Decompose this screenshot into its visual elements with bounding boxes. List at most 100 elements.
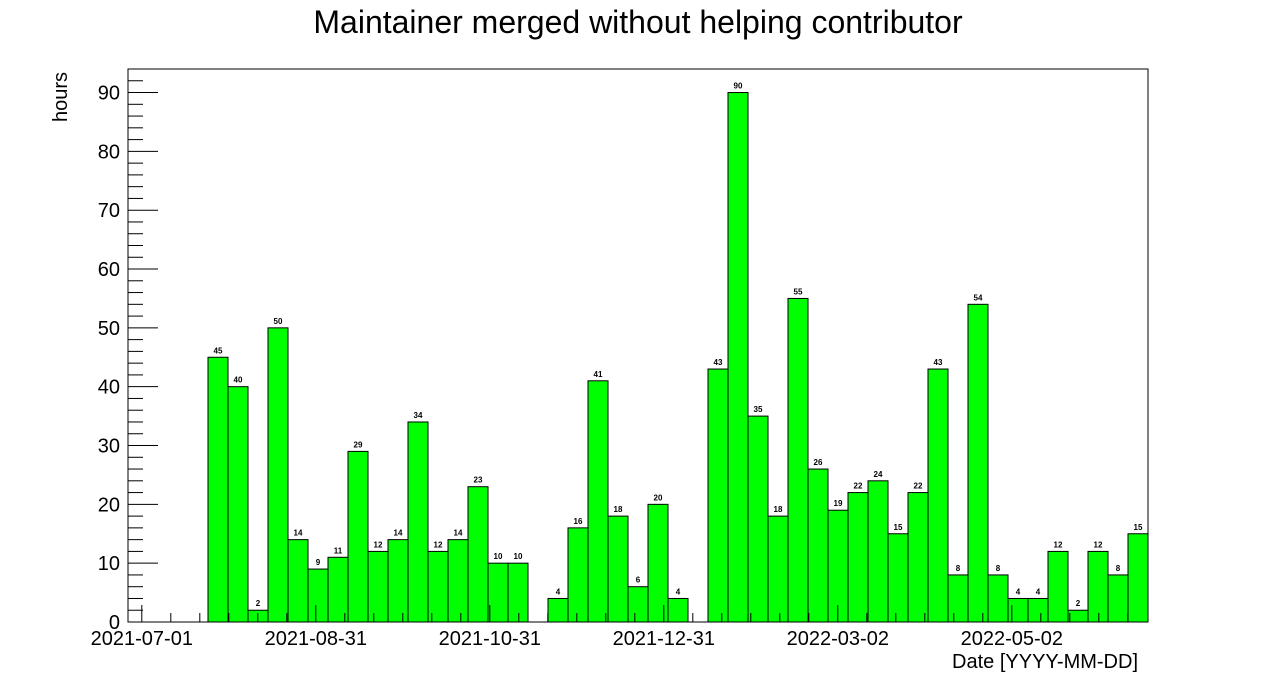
y-tick-label: 60 [98, 259, 120, 281]
bar [927, 368, 949, 623]
bar [847, 492, 869, 623]
y-tick-label: 70 [98, 200, 120, 222]
bar [327, 556, 349, 623]
x-tick-label: 2022-03-02 [787, 628, 889, 650]
bar [627, 586, 649, 623]
bar-value-label: 12 [434, 540, 443, 549]
bar-value-label: 2 [256, 599, 261, 608]
y-tick-label: 50 [98, 318, 120, 340]
bar [547, 597, 569, 623]
bar [287, 539, 309, 623]
bar [947, 574, 969, 623]
x-tick-label: 2022-05-02 [961, 628, 1063, 650]
bar-value-label: 54 [974, 293, 983, 302]
bar-value-label: 23 [474, 476, 483, 485]
bar [987, 574, 1009, 623]
bar [227, 386, 249, 623]
bar [407, 421, 429, 623]
y-tick-label: 30 [98, 436, 120, 458]
bar-value-label: 29 [354, 440, 363, 449]
y-tick-label: 10 [98, 553, 120, 575]
bar-value-label: 18 [774, 505, 783, 514]
x-tick-label: 2021-12-31 [613, 628, 715, 650]
y-axis-label: hours [50, 72, 72, 122]
bar [967, 303, 989, 623]
bar-value-label: 12 [1054, 540, 1063, 549]
bar [587, 380, 609, 623]
bar-value-label: 35 [754, 405, 763, 414]
bar [787, 297, 809, 623]
bar-value-label: 14 [394, 529, 403, 538]
y-tick-label: 90 [98, 83, 120, 105]
bar [367, 550, 389, 623]
bar [507, 562, 529, 623]
bar-value-label: 4 [1016, 587, 1021, 596]
bar-value-label: 10 [494, 552, 503, 561]
bar [647, 503, 669, 623]
bar [1027, 597, 1049, 623]
bar [887, 533, 909, 623]
bar-value-label: 34 [414, 411, 423, 420]
bar [347, 450, 369, 623]
bar [1007, 597, 1029, 623]
bar-value-label: 18 [614, 505, 623, 514]
bar-value-label: 45 [214, 346, 223, 355]
y-axis: 0 10 20 30 40 50 60 70 80 90 [98, 68, 158, 634]
bar-value-label: 16 [574, 517, 583, 526]
bar [207, 356, 229, 623]
y-tick-label: 0 [109, 612, 120, 634]
y-tick-label: 40 [98, 377, 120, 399]
bar-value-label: 12 [374, 540, 383, 549]
x-tick-label: 2021-08-31 [265, 628, 367, 650]
bar-labels-layer: 45 40 2 50 14 9 11 29 12 14 34 12 14 23 10 10 4 16 41 18 6 20… [214, 82, 1143, 609]
bar-value-label: 10 [514, 552, 523, 561]
y-tick-label: 20 [98, 494, 120, 516]
bar-value-label: 8 [956, 564, 961, 573]
bar-value-label: 22 [914, 482, 923, 491]
bar [1047, 550, 1069, 623]
bar-value-label: 41 [594, 370, 603, 379]
bar-value-label: 20 [654, 493, 663, 502]
bar-value-label: 43 [714, 358, 723, 367]
bar [867, 480, 889, 623]
bar [427, 550, 449, 623]
bar [307, 568, 329, 623]
bar-value-label: 14 [454, 529, 463, 538]
bar-value-label: 19 [834, 499, 843, 508]
bar [747, 415, 769, 623]
bar-value-label: 43 [934, 358, 943, 367]
bar [767, 515, 789, 623]
bar [1067, 609, 1089, 623]
bar [907, 492, 929, 623]
bar-value-label: 8 [996, 564, 1001, 573]
bar-value-label: 55 [794, 287, 803, 296]
bar [1087, 550, 1109, 623]
bar [1107, 574, 1129, 623]
bars-layer [207, 92, 1149, 623]
bar-value-label: 4 [556, 587, 561, 596]
bar-value-label: 50 [274, 317, 283, 326]
bar-value-label: 4 [676, 587, 681, 596]
bar [387, 539, 409, 623]
bar-value-label: 26 [814, 458, 823, 467]
chart-title: Maintainer merged without helping contri… [313, 4, 963, 40]
bar-value-label: 22 [854, 482, 863, 491]
bar-value-label: 11 [334, 546, 343, 555]
bar [447, 539, 469, 623]
bar-value-label: 40 [234, 376, 243, 385]
plot-frame [127, 68, 1149, 623]
x-tick-label: 2021-10-31 [439, 628, 541, 650]
bar [467, 486, 489, 623]
bar-value-label: 90 [734, 82, 743, 91]
bar [567, 527, 589, 623]
bar-value-label: 2 [1076, 599, 1081, 608]
bar [487, 562, 509, 623]
bar-value-label: 15 [894, 523, 903, 532]
bar-value-label: 14 [294, 529, 303, 538]
bar [707, 368, 729, 623]
bar [727, 92, 749, 623]
bar-value-label: 4 [1036, 587, 1041, 596]
y-tick-label: 80 [98, 141, 120, 163]
bar-value-label: 8 [1116, 564, 1121, 573]
